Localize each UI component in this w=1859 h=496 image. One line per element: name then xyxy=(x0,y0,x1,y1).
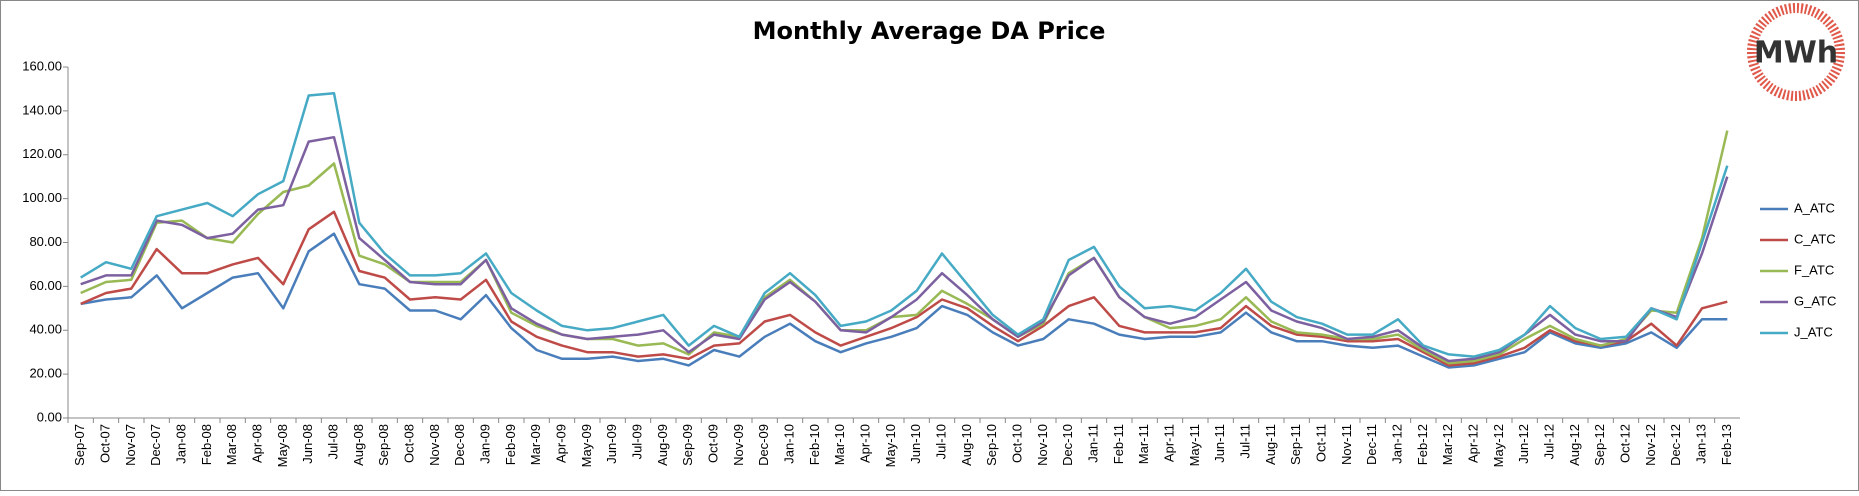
chart-title: Monthly Average DA Price xyxy=(753,17,1106,45)
logo-text: MWh xyxy=(1754,36,1838,71)
x-tick-label: Jul-12 xyxy=(1541,424,1556,459)
x-tick-label: Sep-09 xyxy=(680,424,695,466)
x-tick-label: Nov-08 xyxy=(427,424,442,466)
y-tick-label: 140.00 xyxy=(22,102,62,117)
x-tick-label: Sep-08 xyxy=(376,424,391,466)
x-tick-label: Mar-09 xyxy=(528,424,543,465)
x-tick-label: Jan-12 xyxy=(1389,424,1404,464)
logo-inner xyxy=(1760,16,1832,88)
x-tick-label: Sep-11 xyxy=(1288,424,1303,465)
x-tick-label: Jan-08 xyxy=(173,424,188,464)
legend-label: J_ATC xyxy=(1794,324,1833,339)
legend-label: F_ATC xyxy=(1794,262,1834,277)
x-tick-label: Nov-09 xyxy=(731,424,746,466)
x-tick-label: Dec-08 xyxy=(452,424,467,466)
y-tick-label: 160.00 xyxy=(22,58,62,73)
x-tick-label: Jun-11 xyxy=(1212,424,1227,463)
x-tick-label: Dec-12 xyxy=(1668,424,1683,466)
x-tick-label: Jan-13 xyxy=(1693,424,1708,464)
x-tick-label: Apr-11 xyxy=(1161,424,1176,462)
x-tick-label: Mar-12 xyxy=(1440,424,1455,465)
x-tick-label: May-09 xyxy=(579,424,594,467)
x-tick-label: Nov-12 xyxy=(1643,424,1658,466)
x-tick-label: Sep-07 xyxy=(72,424,87,466)
x-tick-label: Jul-09 xyxy=(629,424,644,459)
x-tick-label: Dec-11 xyxy=(1364,424,1379,465)
x-tick-label: Jun-10 xyxy=(908,424,923,464)
y-tick-label: 100.00 xyxy=(22,190,62,205)
x-tick-label: Apr-09 xyxy=(553,424,568,463)
x-tick-label: Oct-10 xyxy=(1009,424,1024,463)
x-tick-label: Aug-12 xyxy=(1567,424,1582,466)
y-tick-label: 60.00 xyxy=(29,278,62,293)
x-tick-label: Feb-11 xyxy=(1111,424,1126,464)
x-tick-label: Nov-10 xyxy=(1035,424,1050,466)
x-tick-label: Jun-08 xyxy=(300,424,315,464)
x-tick-label: Jan-10 xyxy=(781,424,796,464)
y-tick-label: 20.00 xyxy=(29,366,62,381)
x-tick-label: Jun-12 xyxy=(1516,424,1531,464)
y-tick-label: 0.00 xyxy=(37,409,62,424)
legend-label: G_ATC xyxy=(1794,293,1836,308)
x-tick-label: May-10 xyxy=(883,424,898,467)
x-tick-label: Mar-08 xyxy=(224,424,239,465)
x-tick-label: Sep-12 xyxy=(1592,424,1607,466)
x-tick-label: Mar-11 xyxy=(1136,424,1151,464)
series-line xyxy=(80,130,1729,365)
x-tick-label: Apr-10 xyxy=(857,424,872,463)
series-line xyxy=(80,92,1729,358)
x-tick-label: Aug-09 xyxy=(655,424,670,466)
x-tick-label: Oct-12 xyxy=(1617,424,1632,463)
x-tick-label: Feb-10 xyxy=(807,424,822,465)
x-tick-label: Feb-09 xyxy=(503,424,518,465)
x-tick-label: Jan-09 xyxy=(477,424,492,464)
x-tick-label: Oct-11 xyxy=(1313,424,1328,462)
x-tick-label: Nov-07 xyxy=(123,424,138,466)
logo-ring xyxy=(1747,3,1845,101)
series-line xyxy=(80,232,1728,369)
x-tick-label: Dec-07 xyxy=(148,424,163,466)
x-tick-label: Sep-10 xyxy=(984,424,999,466)
x-tick-label: Feb-08 xyxy=(199,424,214,465)
x-tick-label: Oct-09 xyxy=(705,424,720,463)
x-tick-label: Dec-09 xyxy=(756,424,771,466)
x-tick-label: Nov-11 xyxy=(1339,424,1354,465)
series-line xyxy=(80,135,1729,363)
x-tick-label: Aug-08 xyxy=(351,424,366,466)
x-tick-label: Apr-08 xyxy=(249,424,264,463)
x-tick-label: Feb-12 xyxy=(1415,424,1430,465)
x-tick-label: Jun-09 xyxy=(604,424,619,464)
logo: MWh xyxy=(1747,3,1845,101)
x-tick-label: Aug-10 xyxy=(959,424,974,466)
legend-label: A_ATC xyxy=(1794,200,1835,215)
x-tick-label: Apr-12 xyxy=(1465,424,1480,463)
x-tick-label: Aug-11 xyxy=(1263,424,1278,465)
x-tick-label: Jul-11 xyxy=(1237,424,1252,458)
x-tick-label: Mar-10 xyxy=(832,424,847,465)
x-tick-label: May-12 xyxy=(1491,424,1506,467)
x-tick-label: Jul-10 xyxy=(933,424,948,459)
series-line xyxy=(80,210,1728,367)
y-tick-label: 120.00 xyxy=(22,146,62,161)
y-tick-label: 40.00 xyxy=(29,322,62,337)
x-tick-label: May-11 xyxy=(1187,424,1202,466)
y-tick-label: 80.00 xyxy=(29,234,62,249)
x-tick-label: May-08 xyxy=(275,424,290,467)
x-tick-label: Jan-11 xyxy=(1085,424,1100,463)
x-tick-label: Feb-13 xyxy=(1719,424,1734,465)
legend-label: C_ATC xyxy=(1794,231,1836,246)
x-tick-label: Dec-10 xyxy=(1060,424,1075,466)
x-tick-label: Jul-08 xyxy=(325,424,340,459)
x-tick-label: Oct-08 xyxy=(401,424,416,463)
x-tick-label: Oct-07 xyxy=(97,424,112,463)
